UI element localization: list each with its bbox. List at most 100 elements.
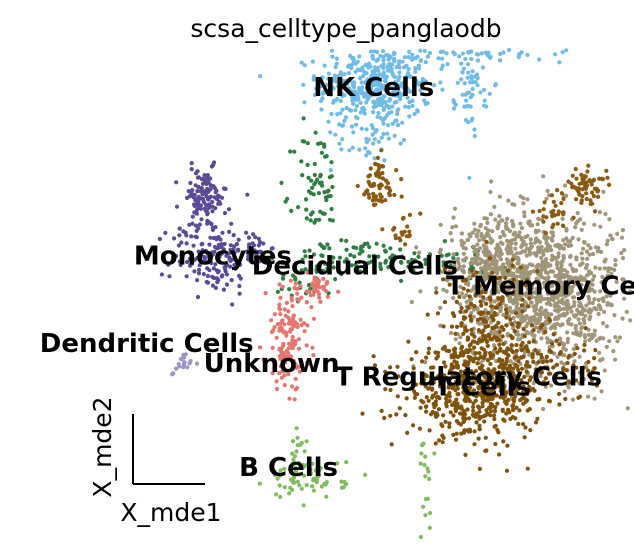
t-regulatory-cells-point — [375, 155, 380, 160]
unknown-point — [281, 353, 286, 358]
monocytes-point — [207, 268, 212, 273]
nk-cells-point — [371, 141, 376, 146]
t-cells-point — [511, 366, 516, 371]
nk-cells-point — [357, 54, 362, 59]
t-memory-cells-point — [514, 307, 519, 312]
t-cells-point — [453, 364, 458, 369]
t-cells-point — [521, 326, 526, 332]
decidual-cells-point — [367, 244, 372, 250]
t-cells-point — [423, 404, 429, 409]
t-cells-point — [546, 398, 552, 403]
t-cells-point — [441, 324, 446, 329]
nk-cells-point — [381, 107, 386, 112]
t-regulatory-cells-point — [541, 207, 546, 212]
decidual-cells-point — [439, 253, 444, 258]
t-memory-cells-point — [536, 217, 542, 222]
decidual-cells-point — [325, 266, 330, 271]
t-cells-point — [443, 364, 448, 369]
decidual-cells-point — [297, 280, 302, 285]
nk-cells-point — [326, 71, 331, 76]
t-cells-point — [471, 404, 476, 410]
unknown-point — [285, 356, 290, 361]
monocytes-point — [189, 167, 194, 172]
decidual-cells-point — [292, 149, 297, 154]
monocytes-point — [210, 252, 215, 257]
t-regulatory-cells-point — [543, 230, 548, 236]
t-regulatory-cells-point — [380, 176, 385, 181]
t-memory-cells-point — [525, 286, 530, 291]
cluster-label-unknown: Unknown — [204, 349, 340, 379]
monocytes-point — [174, 253, 179, 259]
t-memory-cells-point — [462, 240, 467, 245]
t-cells-point — [468, 375, 473, 380]
t-memory-cells-point — [568, 305, 573, 310]
decidual-cells-point — [423, 257, 428, 262]
b-cells-point — [419, 451, 424, 456]
nk-cells-point — [470, 69, 475, 74]
t-memory-cells-point — [483, 263, 488, 268]
decidual-cells-point — [344, 247, 349, 252]
b-cells-point — [418, 461, 423, 466]
t-memory-cells-point — [595, 249, 600, 254]
t-memory-cells-point — [519, 225, 525, 231]
unknown-point — [284, 330, 289, 335]
chart-title: scsa_celltype_panglaodb — [190, 14, 501, 43]
t-memory-cells-point — [574, 257, 579, 262]
nk-cells-point — [368, 93, 373, 98]
t-memory-cells-point — [444, 289, 449, 294]
t-cells-point — [504, 468, 510, 473]
t-cells-point — [502, 362, 507, 367]
unknown-point — [305, 360, 310, 365]
t-memory-cells-point — [599, 389, 604, 394]
t-cells-point — [494, 338, 500, 343]
t-cells-point — [540, 359, 546, 364]
t-memory-cells-point — [477, 270, 483, 275]
t-cells-point — [421, 400, 426, 405]
t-cells-point — [429, 375, 434, 380]
nk-cells-point — [482, 98, 487, 103]
t-cells-point — [412, 395, 417, 400]
t-memory-cells-point — [558, 288, 563, 293]
unknown-point — [296, 337, 301, 342]
nk-cells-point — [337, 89, 342, 94]
monocytes-point — [190, 214, 195, 219]
t-cells-point — [483, 435, 488, 440]
nk-cells-point — [332, 73, 338, 78]
t-cells-point — [461, 419, 466, 424]
t-cells-point — [566, 355, 571, 360]
t-memory-cells-point — [586, 294, 591, 299]
t-cells-point — [494, 393, 499, 398]
t-memory-cells-point — [525, 272, 530, 277]
decidual-cells-point — [330, 184, 335, 190]
t-cells-point — [477, 466, 482, 471]
t-memory-cells-point — [447, 269, 452, 274]
t-cells-point — [586, 372, 592, 378]
b-cells-point — [295, 472, 300, 477]
t-memory-cells-point — [529, 244, 534, 249]
t-cells-point — [404, 396, 409, 401]
nk-cells-point — [333, 64, 338, 70]
t-memory-cells-point — [545, 188, 550, 193]
t-cells-point — [470, 339, 476, 344]
decidual-cells-point — [383, 249, 388, 254]
nk-cells-point — [334, 56, 339, 61]
decidual-cells-point — [325, 242, 330, 247]
t-memory-cells-point — [607, 339, 612, 344]
nk-cells-point — [407, 49, 412, 55]
t-cells-point — [539, 370, 545, 375]
t-memory-cells-point — [573, 268, 579, 273]
t-cells-point — [586, 359, 591, 365]
unknown-point — [311, 353, 316, 358]
t-memory-cells-point — [560, 216, 565, 221]
t-regulatory-cells-point — [573, 166, 578, 172]
t-regulatory-cells-point — [370, 198, 375, 203]
unknown-point — [299, 295, 304, 300]
nk-cells-point — [335, 112, 340, 117]
t-cells-point — [505, 292, 510, 297]
decidual-cells-point — [300, 257, 305, 262]
t-memory-cells-point — [486, 228, 491, 233]
t-memory-cells-point — [602, 266, 607, 271]
nk-cells-point — [465, 90, 470, 95]
t-memory-cells-point — [542, 234, 547, 239]
nk-cells-point — [392, 133, 397, 138]
